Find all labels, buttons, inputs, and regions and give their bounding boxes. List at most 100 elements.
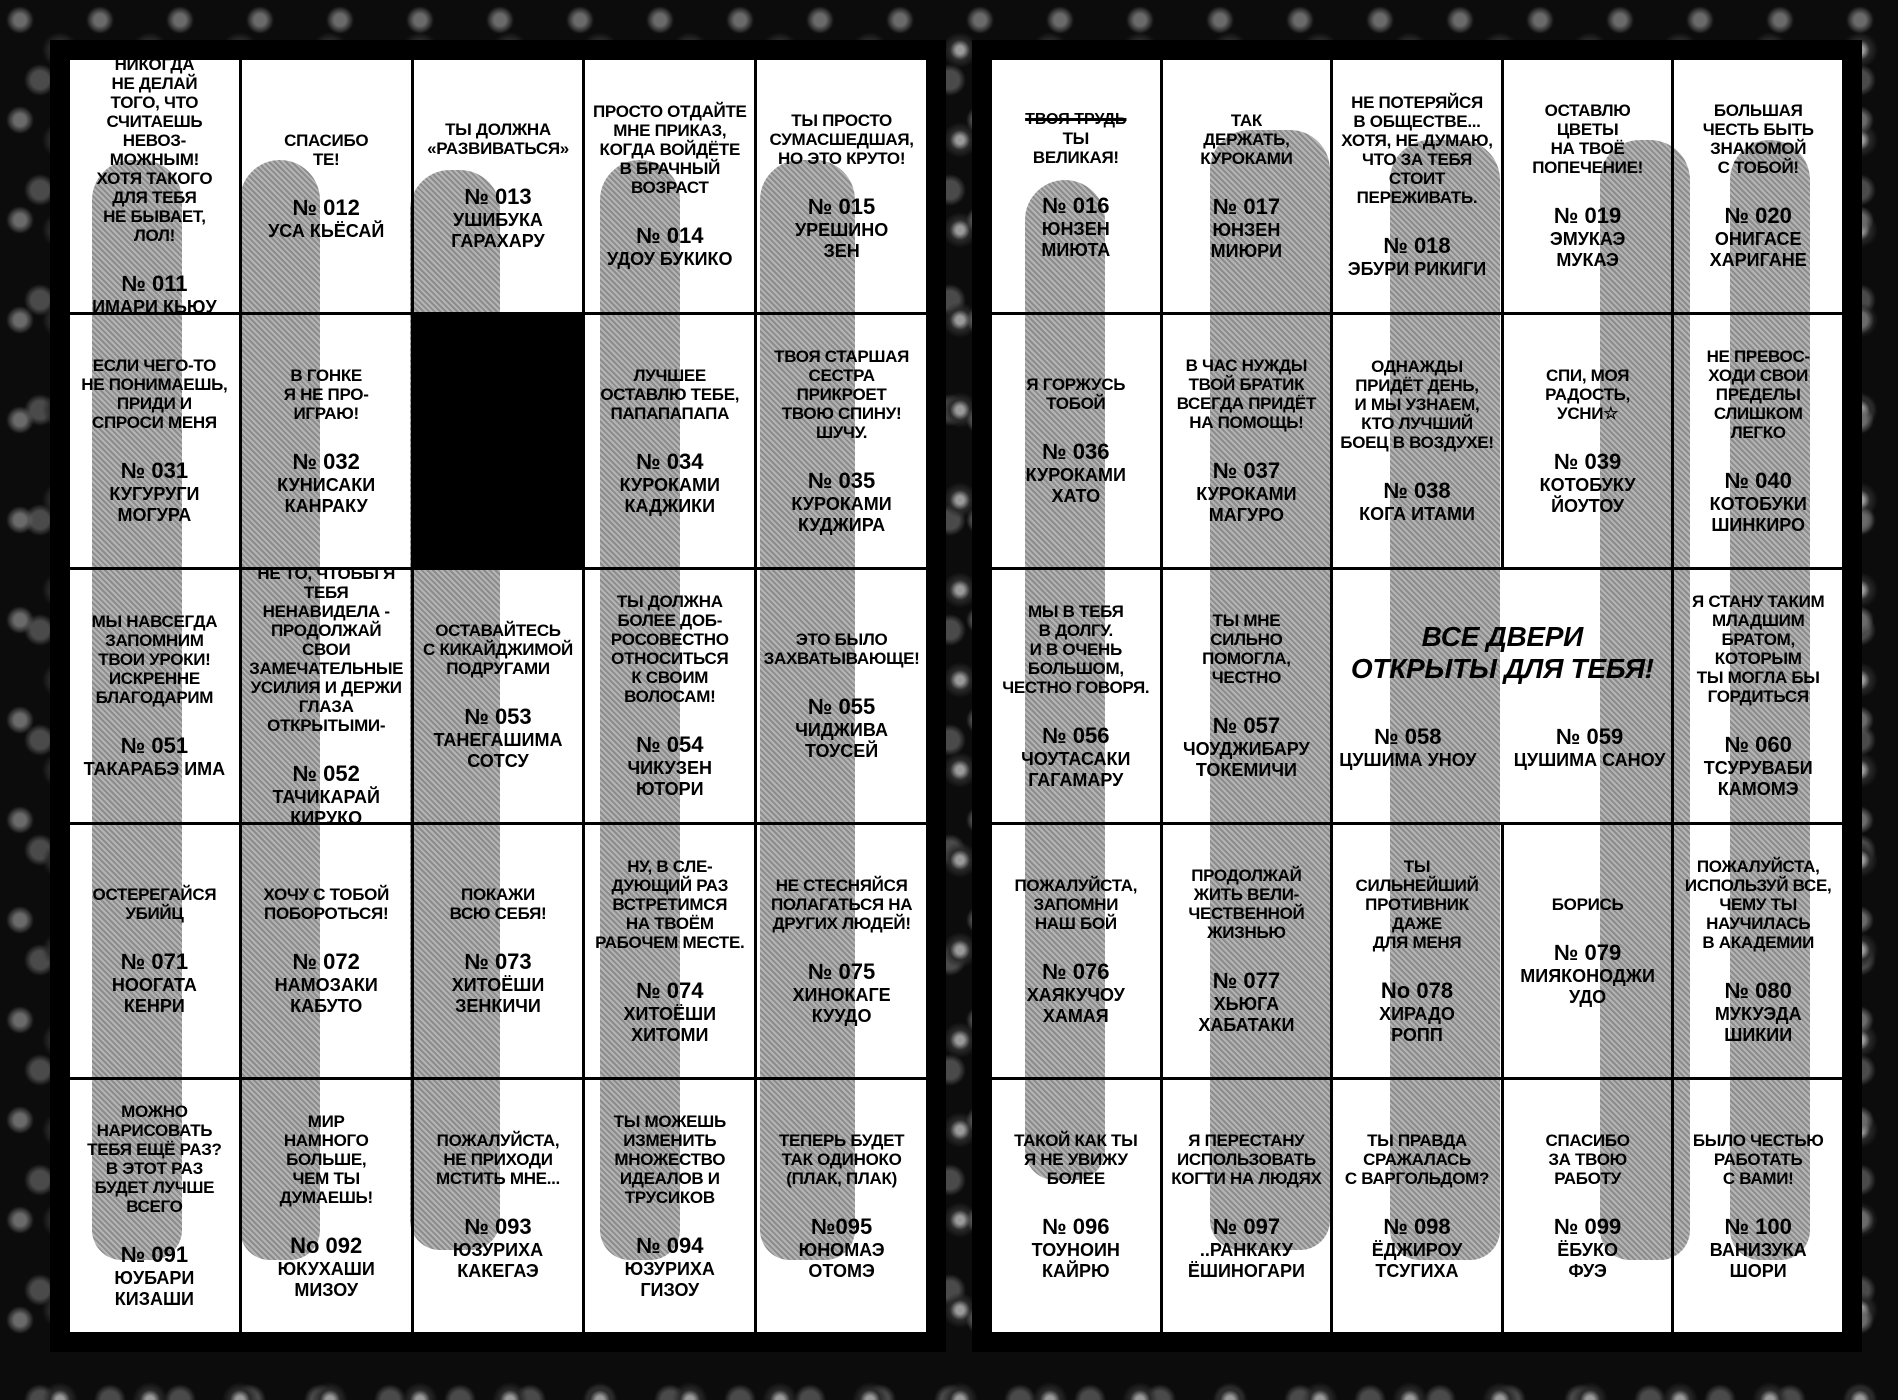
message-card: Мир намного больше, чем ты думаешь! No 09… (241, 1080, 411, 1332)
card-name: Куроками Каджики (619, 474, 720, 516)
message-card: Ты правда сражалась с Варгольдом? № 098 Ёд… (1333, 1080, 1501, 1332)
card-number: № 036 (1042, 439, 1110, 465)
message-card: Это было захватывающе! № 055 Чиджива Тоусе… (757, 570, 926, 822)
card-number: № 094 (636, 1232, 704, 1258)
card-number: № 018 (1383, 232, 1451, 258)
card-message: Большая честь быть знакомой с тобой! (1702, 101, 1814, 178)
card-message: Если чего-то не понимаешь, приди и спрос… (81, 356, 228, 433)
message-card: Не превос- ходи свои пределы слишком лег… (1674, 315, 1842, 567)
message-card: Лучшее оставлю тебе, папапапапа № 034 Куро… (585, 315, 755, 567)
card-name: Хаякучоу Хамая (1026, 984, 1125, 1026)
card-number: № 060 (1724, 732, 1792, 758)
card-name: Удоу Букико (607, 249, 733, 270)
card-number: № 034 (636, 448, 704, 474)
message-card: Покажи всю себя! № 073 Хитоёши Зенкичи (413, 825, 583, 1077)
card-number: № 076 (1042, 958, 1110, 984)
message-card: Все двери открыты для тебя! № 058 Цушима У… (1333, 570, 1672, 822)
message-card: Спи, моя радость, усни☆ № 039 Котобуку Йоу… (1503, 315, 1672, 567)
card-number: № 031 (120, 458, 189, 484)
card-message: Никогда не делай того, что считаешь нево… (96, 60, 213, 245)
card-message: Оставайтесь с Кикайджимой подругами (423, 620, 573, 678)
card-message: Ну, в сле- дующий раз встретимся на твоё… (595, 856, 745, 952)
card-message: Ты просто сумасшедшая, но это круто! (769, 110, 914, 168)
card-name: Ноогата Кенри (111, 975, 197, 1017)
message-card: Мы навсегда запомним твои уроки! Искренн… (70, 570, 239, 822)
card-number: № 080 (1724, 977, 1792, 1003)
message-card: Твоя трудь Ты великая! № 016 Юнзен Миюта (992, 60, 1160, 312)
card-name: Мукуэда Шикии (1714, 1003, 1802, 1045)
card-name: Юнзен Миюта (1041, 219, 1111, 261)
card-message: Хочу с тобой побороться! (263, 885, 389, 924)
message-card: Ты сильнейший противник даже для меня No … (1333, 825, 1501, 1077)
card-message: Однажды придёт день, и мы узнаем, кто лу… (1340, 357, 1494, 453)
message-card: Я стану таким младшим братом, которым ты… (1674, 570, 1842, 822)
card-name: Тоуноин Кайрю (1031, 1239, 1120, 1281)
card-message: Спи, моя радость, усни☆ (1545, 365, 1631, 423)
card-number: № 056 (1042, 722, 1110, 748)
card-message: Можно нарисовать тебя ещё раз? В этот ра… (87, 1102, 222, 1217)
message-card: Я горжусь тобой № 036 Куроками Хато (992, 315, 1160, 567)
card-name: Хьюга Хабатаки (1198, 994, 1295, 1036)
card-message: В гонке я не про- играю! (283, 365, 369, 423)
card-message: Просто отдайте мне приказ, когда войдёте… (592, 102, 747, 198)
message-card: Спасибо за твою работу № 099 Ёбуко Фуэ (1503, 1080, 1672, 1332)
card-number: № 097 (1212, 1213, 1281, 1239)
message-card: Большая честь быть знакомой с тобой! № 02… (1674, 60, 1842, 312)
card-name: Тачикарай Кируко (272, 786, 380, 822)
message-card: Не стесняйся полагаться на других людей!… (757, 825, 926, 1077)
card-number: № 038 (1383, 478, 1451, 504)
card-message: Ты должна «развиваться» (427, 120, 569, 159)
card-number: № 055 (807, 694, 876, 720)
card-message: Продолжай жить вели- чественной жизнью (1188, 866, 1305, 943)
message-card: Однажды придёт день, и мы узнаем, кто лу… (1333, 315, 1501, 567)
message-card: Такой как ты я не увижу более № 096 Тоунои… (992, 1080, 1160, 1332)
card-number: № 019 (1553, 203, 1622, 229)
card-name: Юзуриха Гизоу (624, 1258, 715, 1300)
card-message: Все двери открыты для тебя! (1350, 621, 1654, 684)
card-message: Не стесняйся полагаться на других людей! (770, 875, 913, 933)
message-card: Никогда не делай того, что считаешь нево… (70, 60, 239, 312)
card-number: № 077 (1212, 968, 1281, 994)
message-card: Борись № 079 Мияконоджи Удо (1503, 825, 1672, 1077)
card-number: № 057 (1212, 713, 1281, 739)
card-message: Не потеряйся в обществе... Хотя, не дума… (1341, 92, 1493, 207)
card-name: Котобуку Йоутоу (1539, 474, 1636, 516)
card-number: № 012 (292, 194, 360, 220)
card-name: Хитоёши Хитоми (623, 1003, 717, 1045)
card-number: № 011 (121, 270, 188, 296)
card-name: Хинокаге Куудо (792, 984, 891, 1026)
card-number: № 054 (636, 732, 704, 758)
card-message: Мы в тебя в долгу. И в очень большом, че… (1002, 601, 1150, 697)
card-number: № 072 (292, 949, 360, 975)
message-card: Пожалуйста, не приходи мстить мне... № 09… (413, 1080, 583, 1332)
card-number: № 091 (120, 1242, 189, 1268)
card-message: Теперь будет так одиноко (плак, плак) (778, 1130, 905, 1188)
message-card: Остерегайся убийц № 071 Ноогата Кенри (70, 825, 239, 1077)
message-card: Так держать, Куроками № 017 Юнзен Миюри (1162, 60, 1331, 312)
left-page-grid: Никогда не делай того, что считаешь нево… (70, 60, 926, 1332)
card-number: № 096 (1042, 1213, 1110, 1239)
signature: № 058 Цушима Уноу (1339, 724, 1476, 771)
card-message: Ты можешь изменить множество идеалов и т… (613, 1111, 727, 1207)
card-signatures: № 058 Цушима Уноу № 059 Цушима Саноу (1339, 724, 1665, 771)
card-number: № 035 (807, 467, 876, 493)
card-message: Так держать, Куроками (1200, 110, 1293, 168)
card-number: № 099 (1553, 1213, 1622, 1239)
card-name: Куроками Куджира (791, 493, 892, 535)
card-name: Онигасе Харигане (1709, 229, 1807, 271)
message-card: Я перестану использовать когти на людях №… (1162, 1080, 1331, 1332)
message-card: Пожалуйста, используй все, чему ты научи… (1674, 825, 1842, 1077)
card-name: Мияконоджи Удо (1520, 965, 1655, 1007)
card-name: Такарабэ Има (83, 759, 226, 780)
card-number: № 093 (464, 1213, 532, 1239)
card-number: № 032 (292, 448, 360, 474)
card-number: № 016 (1042, 193, 1110, 219)
card-number: № 100 (1724, 1213, 1792, 1239)
card-name: Чикузен Ютори (627, 758, 713, 800)
card-message: Такой как ты я не увижу более (1014, 1130, 1138, 1188)
card-message: Борись (1551, 894, 1624, 914)
card-name: Тсуруваби Камомэ (1703, 758, 1813, 800)
card-message: Я стану таким младшим братом, которым ты… (1691, 592, 1825, 707)
card-number: № 053 (464, 703, 532, 729)
right-page-grid: Твоя трудь Ты великая! № 016 Юнзен Миюта Так… (992, 60, 1842, 1332)
